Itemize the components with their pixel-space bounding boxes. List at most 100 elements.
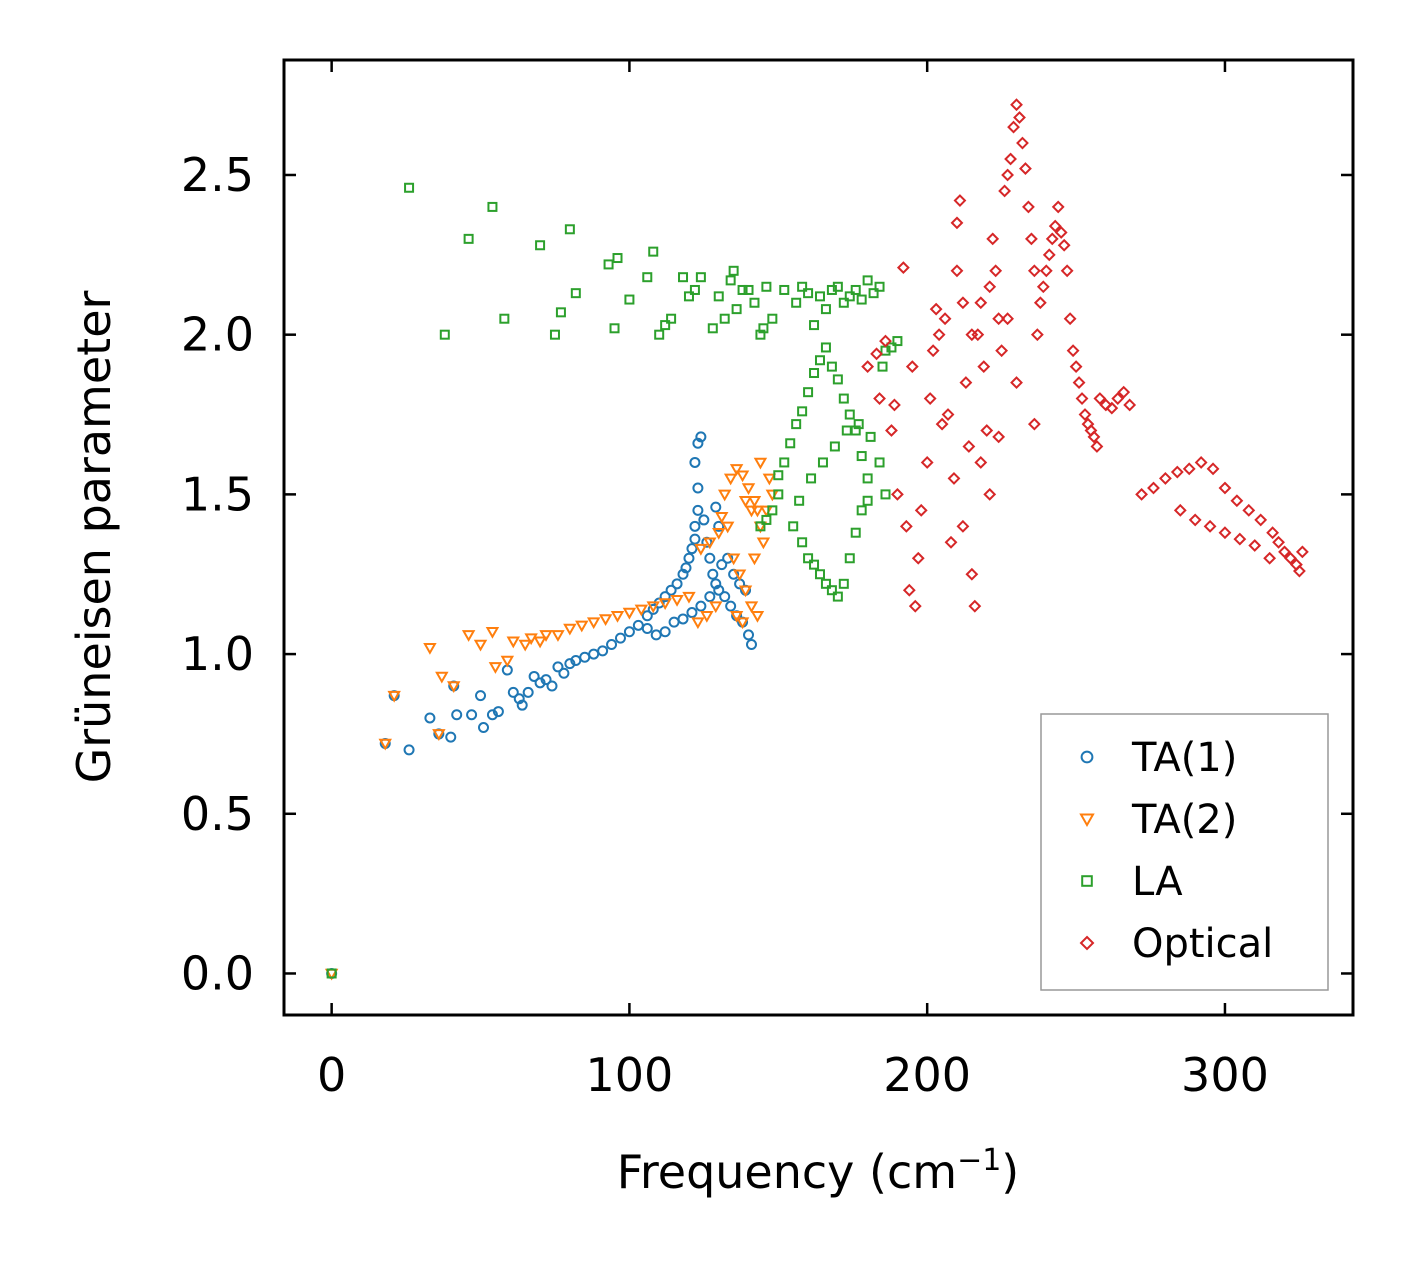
data-point bbox=[707, 323, 718, 334]
data-point bbox=[841, 425, 852, 436]
data-point bbox=[1272, 535, 1285, 549]
data-point bbox=[1051, 200, 1065, 214]
data-point bbox=[743, 284, 754, 295]
data-point bbox=[488, 662, 503, 674]
data-point bbox=[731, 304, 742, 315]
data-point bbox=[779, 457, 790, 468]
data-point bbox=[761, 514, 772, 525]
data-point bbox=[926, 344, 940, 358]
data-point bbox=[598, 614, 613, 626]
data-point bbox=[797, 537, 808, 548]
data-point bbox=[695, 431, 707, 443]
legend-label: TA(1) bbox=[1131, 735, 1237, 781]
data-point bbox=[974, 296, 988, 310]
x-tick-label: 100 bbox=[586, 1048, 674, 1102]
data-point bbox=[1117, 385, 1131, 399]
data-point bbox=[648, 246, 659, 257]
data-point bbox=[953, 194, 967, 207]
data-point bbox=[439, 329, 450, 340]
data-point bbox=[641, 623, 653, 635]
data-point bbox=[665, 584, 677, 596]
data-point bbox=[732, 569, 747, 582]
y-tick-label: 1.5 bbox=[181, 467, 254, 521]
data-point bbox=[570, 288, 581, 299]
x-axis-label-main: Frequency (cm bbox=[617, 1145, 957, 1199]
data-point bbox=[877, 361, 888, 372]
data-point bbox=[977, 360, 991, 374]
y-axis-label: Grüneisen parameter bbox=[67, 290, 121, 783]
data-point bbox=[1248, 539, 1262, 552]
data-point bbox=[944, 535, 958, 549]
data-point bbox=[528, 670, 540, 682]
data-point bbox=[1295, 545, 1309, 559]
x-tick-label: 0 bbox=[317, 1048, 346, 1102]
data-point bbox=[773, 489, 784, 500]
data-point bbox=[1233, 532, 1247, 546]
data-point bbox=[788, 521, 799, 532]
data-point bbox=[749, 297, 760, 308]
data-point bbox=[564, 658, 576, 670]
data-point bbox=[820, 578, 831, 589]
data-point bbox=[564, 224, 575, 235]
data-point bbox=[879, 334, 892, 348]
data-point bbox=[865, 431, 876, 442]
data-point bbox=[1007, 120, 1020, 134]
data-point bbox=[743, 629, 755, 641]
data-point bbox=[670, 595, 684, 607]
data-point bbox=[686, 543, 698, 555]
data-point bbox=[1072, 376, 1086, 390]
data-point bbox=[1278, 545, 1291, 559]
data-point bbox=[902, 583, 916, 597]
data-point bbox=[540, 674, 552, 686]
y-tick-label: 1.0 bbox=[181, 627, 254, 681]
data-point bbox=[755, 329, 766, 340]
data-point bbox=[726, 553, 741, 566]
legend-label: LA bbox=[1132, 859, 1183, 905]
data-point bbox=[746, 638, 758, 650]
data-point bbox=[713, 520, 725, 532]
data-point bbox=[1090, 440, 1104, 453]
data-point bbox=[707, 568, 719, 580]
data-point bbox=[612, 253, 623, 264]
data-point bbox=[654, 329, 665, 340]
data-point bbox=[463, 233, 474, 244]
data-point bbox=[908, 599, 922, 613]
legend: TA(1) TA(2) LA Optical bbox=[1040, 713, 1329, 991]
data-point bbox=[814, 291, 825, 302]
x-tick-label: 200 bbox=[883, 1048, 971, 1102]
data-point bbox=[691, 617, 705, 630]
data-point bbox=[1016, 136, 1029, 150]
data-point bbox=[447, 681, 461, 694]
series-optical bbox=[861, 98, 1309, 613]
data-point bbox=[896, 261, 910, 275]
data-point bbox=[641, 610, 653, 622]
data-point bbox=[622, 607, 637, 620]
data-point bbox=[962, 440, 976, 453]
data-point bbox=[1123, 398, 1137, 412]
data-point bbox=[432, 729, 446, 741]
data-point bbox=[683, 552, 695, 564]
data-point bbox=[642, 272, 653, 283]
data-point bbox=[461, 630, 476, 642]
data-point bbox=[634, 604, 649, 617]
data-point bbox=[1170, 465, 1184, 479]
data-point bbox=[861, 360, 875, 374]
legend-frame bbox=[1040, 713, 1329, 991]
data-point bbox=[794, 495, 805, 506]
data-point bbox=[791, 297, 802, 308]
data-point bbox=[516, 699, 528, 711]
data-point bbox=[838, 297, 849, 308]
data-point bbox=[719, 313, 730, 324]
x-tick-label: 300 bbox=[1181, 1048, 1269, 1102]
data-point bbox=[850, 284, 861, 295]
data-point bbox=[1206, 462, 1220, 476]
data-point bbox=[1057, 238, 1071, 252]
data-point bbox=[715, 511, 729, 524]
data-point bbox=[747, 496, 762, 508]
data-point bbox=[1036, 280, 1050, 294]
data-point bbox=[862, 473, 873, 484]
data-point bbox=[597, 645, 609, 657]
data-point bbox=[738, 585, 753, 598]
data-point bbox=[717, 489, 732, 502]
data-point bbox=[747, 553, 762, 566]
